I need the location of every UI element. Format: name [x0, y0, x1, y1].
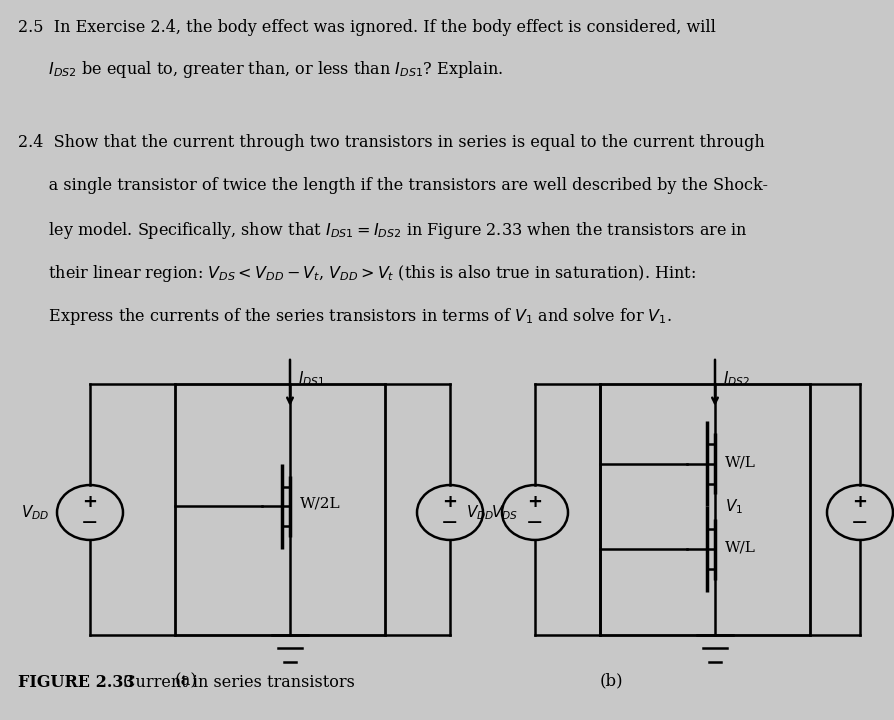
Text: Express the currents of the series transistors in terms of $V_1$ and solve for $: Express the currents of the series trans… — [18, 306, 671, 327]
Text: W/L: W/L — [724, 455, 755, 469]
Text: (a): (a) — [175, 672, 198, 690]
Text: W/2L: W/2L — [299, 496, 341, 510]
Text: their linear region: $V_{DS}<V_{DD}-V_t$, $V_{DD}>V_t$ (this is also true in sat: their linear region: $V_{DS}<V_{DD}-V_t$… — [18, 263, 696, 284]
Text: $V_{DS}$: $V_{DS}$ — [491, 503, 518, 522]
Text: 2.5  In Exercise 2.4, the body effect was ignored. If the body effect is conside: 2.5 In Exercise 2.4, the body effect was… — [18, 19, 715, 36]
Text: −: − — [850, 513, 868, 533]
Text: +: + — [852, 493, 866, 511]
Text: FIGURE 2.33: FIGURE 2.33 — [18, 674, 134, 691]
Text: $V_{DD}$: $V_{DD}$ — [465, 503, 493, 522]
Bar — [599, 384, 809, 634]
Text: $I_{DS2}$ be equal to, greater than, or less than $I_{DS1}$? Explain.: $I_{DS2}$ be equal to, greater than, or … — [18, 59, 502, 80]
Text: +: + — [82, 493, 97, 511]
Text: +: + — [527, 493, 542, 511]
Text: +: + — [442, 493, 457, 511]
Text: W/L: W/L — [724, 541, 755, 554]
Text: Current in series transistors: Current in series transistors — [113, 674, 355, 691]
Text: (b): (b) — [599, 672, 623, 690]
Text: $I_{DS1}$: $I_{DS1}$ — [298, 369, 325, 387]
Text: −: − — [441, 513, 459, 533]
Bar — [175, 384, 384, 634]
Text: $I_{DS2}$: $I_{DS2}$ — [722, 369, 749, 387]
Text: −: − — [81, 513, 98, 533]
Text: 2.4  Show that the current through two transistors in series is equal to the cur: 2.4 Show that the current through two tr… — [18, 134, 763, 150]
Text: $V_{DD}$: $V_{DD}$ — [21, 503, 49, 522]
Text: ley model. Specifically, show that $I_{DS1}=I_{DS2}$ in Figure 2.33 when the tra: ley model. Specifically, show that $I_{D… — [18, 220, 747, 241]
Text: −: − — [526, 513, 544, 533]
Text: $V_1$: $V_1$ — [724, 497, 742, 516]
Text: a single transistor of twice the length if the transistors are well described by: a single transistor of twice the length … — [18, 176, 767, 194]
